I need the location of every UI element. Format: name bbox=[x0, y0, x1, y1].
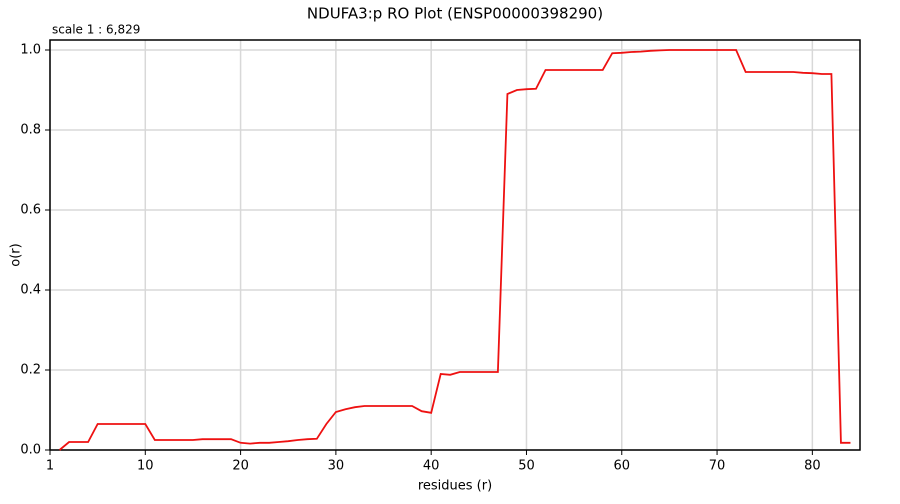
x-tick-label: 50 bbox=[518, 459, 535, 474]
x-tick-label: 30 bbox=[328, 459, 345, 474]
y-axis-label: o(r) bbox=[9, 243, 24, 266]
y-tick-label: 0.2 bbox=[20, 363, 41, 378]
x-axis-label: residues (r) bbox=[418, 479, 492, 494]
x-tick-label: 40 bbox=[423, 459, 440, 474]
plot-frame bbox=[49, 39, 861, 451]
x-tick-label: 1 bbox=[46, 459, 54, 474]
x-tick-label: 20 bbox=[232, 459, 249, 474]
scale-label: scale 1 : 6,829 bbox=[52, 23, 140, 37]
y-tick-label: 0.6 bbox=[20, 203, 41, 218]
y-tick-label: 1.0 bbox=[20, 43, 41, 58]
chart-title: NDUFA3:p RO Plot (ENSP00000398290) bbox=[307, 5, 603, 23]
grid bbox=[49, 40, 860, 451]
y-tick-label: 0.4 bbox=[20, 283, 41, 298]
data-line bbox=[58, 49, 851, 451]
x-tick-label: 80 bbox=[804, 459, 821, 474]
x-tick-label: 60 bbox=[613, 459, 630, 474]
x-tick-label: 70 bbox=[709, 459, 726, 474]
y-tick-label: 0.8 bbox=[20, 123, 41, 138]
x-tick-label: 10 bbox=[137, 459, 154, 474]
y-tick-label: 0.0 bbox=[20, 443, 41, 458]
